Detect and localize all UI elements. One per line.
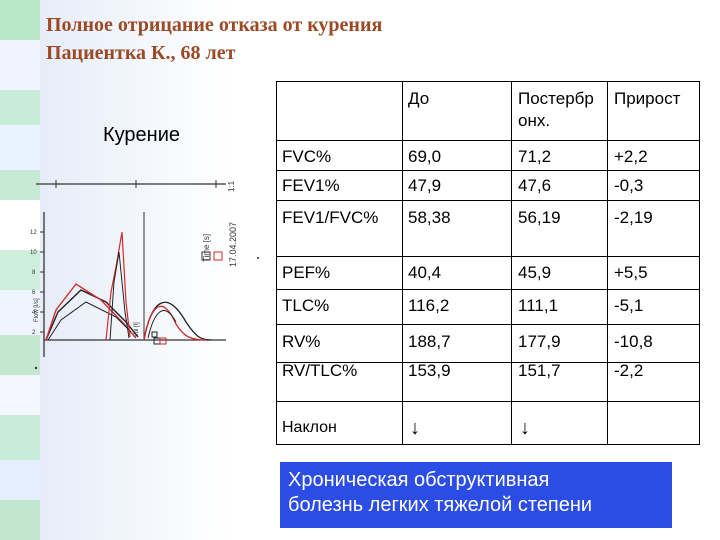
volume-time-curve-2 (147, 310, 177, 339)
scale-mark: 1:1 (227, 180, 236, 192)
time-label: Time [s] (202, 234, 211, 262)
row-gain: -5,1 (614, 296, 644, 315)
header-gain: Прирост (614, 89, 681, 108)
expiratory-spike-black (109, 251, 130, 341)
row-before: 47,9 (408, 176, 442, 195)
y-tick-label: 4 (32, 310, 36, 316)
y-tick-label: 2 (32, 330, 36, 336)
row-gain: -2,2 (614, 361, 644, 380)
y-ticks (40, 231, 44, 333)
row-param: PEF% (282, 263, 331, 282)
curve-marker-red (159, 337, 167, 345)
flow-volume-curve-black (45, 289, 139, 341)
y-tick-label: 8 (32, 270, 36, 276)
table-grid (276, 81, 700, 445)
spirometry-table: До Постербр онх. Прирост FVC% 69,0 71,2 … (276, 81, 700, 445)
diagnosis-line2: болезнь легких тяжелой степени (288, 494, 593, 516)
row-after: ↓ (520, 417, 530, 439)
row-before: ↓ (410, 417, 420, 439)
flow-volume-curve-2 (47, 301, 132, 341)
diagnosis-box: Хроническая обструктивная болезнь легких… (280, 462, 672, 528)
stray-dot (34, 366, 38, 370)
row-before: 69,0 (408, 147, 442, 166)
legend-box (201, 251, 211, 261)
row-param: Наклон (282, 419, 337, 436)
diagnosis-line1: Хроническая обструктивная (288, 469, 550, 491)
slide-subtitle: Пациентка К., 68 лет (46, 42, 236, 64)
row-param: FEV1/FVC% (282, 208, 379, 227)
spirogram-svg: 12 10 8 6 4 2 Flow [l/s] Vol [l] Time [s… (30, 180, 259, 370)
row-param: RV% (282, 332, 321, 351)
legend-box-red (213, 251, 223, 261)
row-before: 58,38 (408, 208, 451, 227)
volume-axis-label: Vol [l] (134, 322, 140, 337)
date-label: 17.04.2007 (228, 222, 238, 267)
y-tick-label: 12 (30, 230, 37, 236)
y-tick-label: 10 (30, 250, 37, 256)
stray-dot (257, 257, 259, 259)
volume-time-curve-black (143, 301, 212, 341)
slide-title: Полное отрицание отказа от курения (46, 14, 383, 36)
row-after: 151,7 (518, 361, 561, 380)
row-before: 188,7 (408, 332, 451, 351)
header-before: До (408, 89, 430, 108)
decorative-strip (0, 0, 40, 540)
row-param: FEV1% (282, 176, 340, 195)
row-param: RV/TLC% (282, 361, 358, 380)
row-gain: +5,5 (614, 263, 648, 282)
row-after: 45,9 (518, 263, 552, 282)
volume-time-curve-red (143, 305, 207, 341)
row-before: 40,4 (408, 263, 442, 282)
row-after: 71,2 (518, 147, 552, 166)
spirogram-graph: 12 10 8 6 4 2 Flow [l/s] Vol [l] Time [s… (26, 172, 266, 382)
row-param: FVC% (282, 147, 332, 166)
curve-marker (153, 337, 161, 345)
smoking-label: Курение (103, 124, 181, 146)
flow-axis-label: Flow [l/s] (34, 298, 40, 322)
row-gain: -2,19 (614, 208, 653, 227)
row-after: 47,6 (518, 176, 552, 195)
header-after-line1: Постербр (518, 89, 594, 108)
y-tick-label: 6 (32, 290, 36, 296)
row-gain: +2,2 (614, 147, 648, 166)
row-before: 116,2 (408, 296, 450, 315)
row-after: 56,19 (518, 208, 561, 227)
row-after: 177,9 (518, 332, 561, 351)
curve-marker (151, 331, 158, 338)
row-param: TLC% (282, 296, 330, 315)
row-gain: -0,3 (614, 176, 644, 195)
flow-volume-curve-red (45, 283, 137, 341)
row-before: 153,9 (408, 361, 451, 380)
row-after: 111,1 (518, 296, 559, 315)
header-after-line2: онх. (518, 111, 551, 130)
row-gain: -10,8 (614, 332, 653, 351)
expiratory-spike-red (105, 231, 131, 341)
